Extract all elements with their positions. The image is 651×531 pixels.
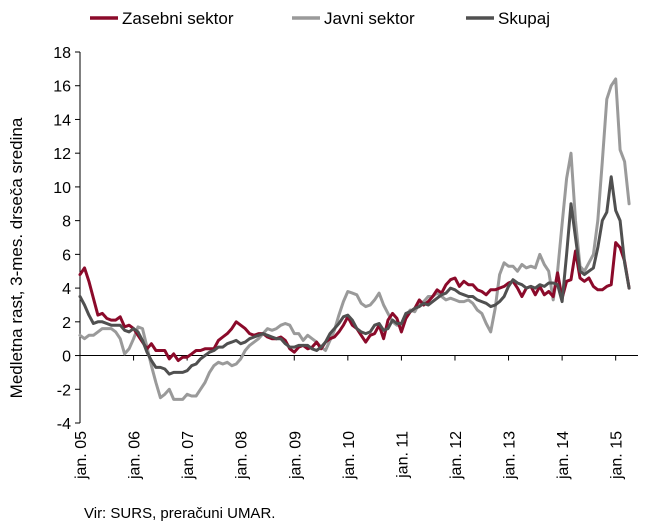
source-note: Vir: SURS, preračuni UMAR. (84, 505, 276, 522)
y-tick-label: 4 (62, 281, 71, 298)
y-tick-label: 0 (62, 349, 71, 366)
y-tick-label: 18 (53, 45, 71, 62)
x-tick-label: jan. 06 (127, 431, 144, 480)
x-tick-label: jan. 14 (555, 431, 572, 480)
y-tick-label: 16 (53, 79, 71, 96)
x-tick-label: jan. 15 (609, 431, 626, 480)
legend-label: Javni sektor (324, 9, 415, 28)
y-tick-label: -2 (57, 382, 71, 399)
x-tick-label: jan. 13 (502, 431, 519, 480)
plot-area (78, 77, 631, 401)
x-tick-label: jan. 09 (287, 431, 304, 480)
y-tick-label: 14 (53, 112, 71, 129)
y-tick-label: 12 (53, 146, 71, 163)
y-tick-label: 10 (53, 180, 71, 197)
series-line-1 (78, 241, 631, 363)
x-tick-label: jan. 10 (341, 431, 358, 480)
legend-label: Zasebni sektor (122, 9, 234, 28)
y-axis: -4 -2 0 2 4 6 8 10 12 14 16 18 (53, 45, 81, 433)
x-tick-label: jan. 12 (448, 431, 465, 480)
series-line-3 (78, 175, 631, 376)
series-line-2 (78, 77, 631, 401)
x-tick-label: jan. 07 (180, 431, 197, 480)
y-tick-label: 6 (62, 247, 71, 264)
y-tick-label: 2 (62, 315, 71, 332)
x-axis: jan. 05 jan. 06 jan. 07 jan. 08 jan. 09 jan. … (73, 355, 638, 480)
x-tick-label: jan. 05 (73, 431, 90, 480)
legend: Zasebni sektor Javni sektor Skupaj (90, 9, 550, 28)
y-tick-label: 8 (62, 214, 71, 231)
x-tick-label: jan. 11 (394, 431, 411, 479)
x-tick-label: jan. 08 (234, 431, 251, 480)
y-axis-title: Medletna rast, 3-mes. drseča sredina (7, 117, 26, 398)
legend-label: Skupaj (498, 9, 550, 28)
y-tick-label: -4 (57, 416, 71, 433)
